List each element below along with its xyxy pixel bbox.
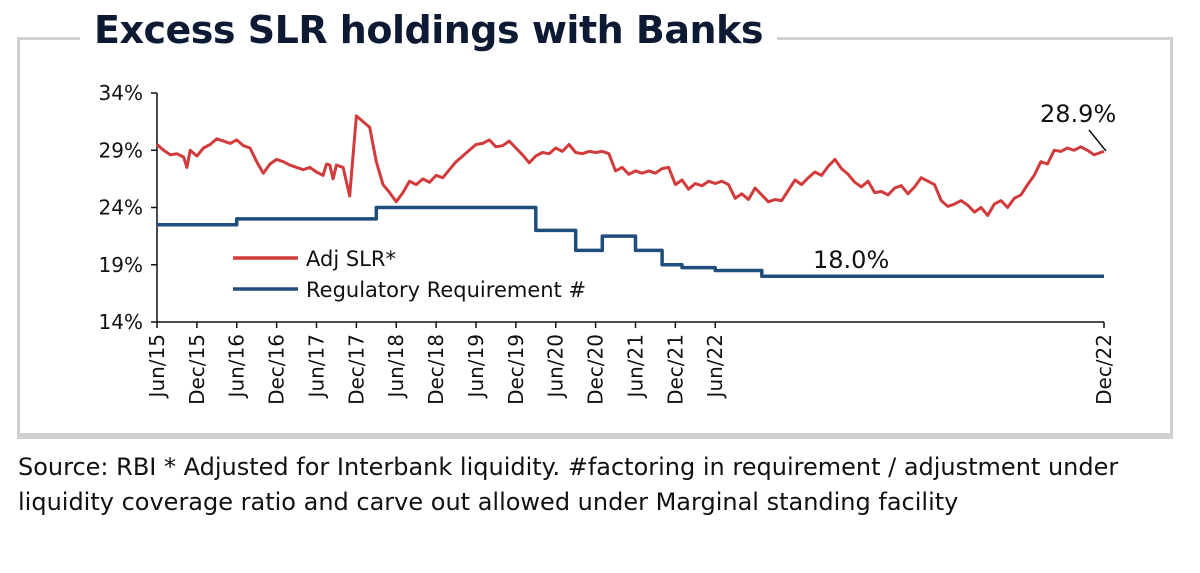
legend: Adj SLR* Regulatory Requirement # [233,247,586,302]
annotation-leader-line [1088,129,1107,152]
y-tick-label: 24% [99,196,143,220]
x-tick-label: Jun/17 [304,334,328,399]
x-tick-label: Jun/22 [703,334,727,399]
x-tick-label: Dec/21 [663,334,687,405]
x-tick-label: Jun/20 [544,334,568,399]
x-tick-label: Dec/16 [265,334,289,405]
chart-title: Excess SLR holdings with Banks [80,8,777,52]
y-tick-label: 14% [99,310,143,334]
y-tick-label: 29% [99,138,143,162]
series-line-regulatory [157,205,1104,278]
legend-label-adj-slr: Adj SLR* [306,247,396,271]
x-tick-label: Jun/15 [145,334,169,399]
legend-label-regulatory: Regulatory Requirement # [306,278,586,302]
annotation-last-adj-slr: 28.9% [1040,100,1116,128]
series-line-adj-slr [156,114,1105,217]
x-tick-label: Jun/16 [225,334,249,399]
x-tick-label: Jun/18 [384,334,408,399]
x-tick-label: Dec/18 [424,334,448,405]
source-note: Source: RBI * Adjusted for Interbank liq… [18,453,1119,516]
y-tick-label: 19% [99,253,143,277]
x-axis-ticks: Jun/15 Dec/15 Jun/16 Dec/16 Jun/17 Dec/17 Jun/… [145,322,1116,405]
series-layer [156,114,1105,278]
x-tick-label: Jun/19 [464,334,488,399]
y-axis-ticks: 34% 29% 24% 19% 14% [99,81,157,334]
x-tick-label: Dec/19 [504,334,528,405]
x-tick-label: Dec/15 [185,334,209,405]
x-tick-label: Dec/22 [1092,334,1116,405]
annotation-regulatory-level: 18.0% [813,246,889,274]
x-tick-label: Dec/20 [584,334,608,405]
y-tick-label: 34% [99,81,143,105]
x-tick-label: Jun/21 [623,334,647,399]
x-tick-label: Dec/17 [344,334,368,405]
